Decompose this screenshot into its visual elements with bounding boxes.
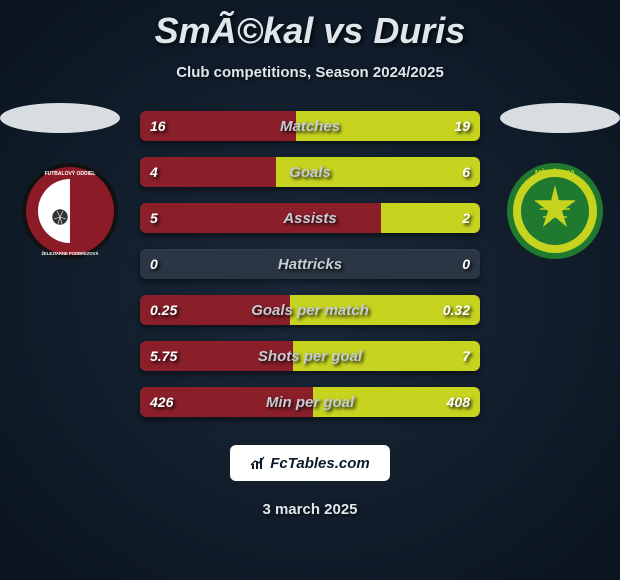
stat-bar: Assists5 2 <box>140 203 480 233</box>
stat-value-right: 7 <box>462 341 470 371</box>
team1-badge-text-top: FUTBALOVÝ ODDIEL <box>45 170 96 177</box>
team1-badge: FUTBALOVÝ ODDIEL ŽELEZIARNE PODBREZOVÁ <box>20 161 120 261</box>
stat-bar: Min per goal426 408 <box>140 387 480 417</box>
footer-brand-text: FcTables.com <box>270 455 369 472</box>
subtitle: Club competitions, Season 2024/2025 <box>0 64 620 81</box>
stat-value-right: 6 <box>462 157 470 187</box>
page-title: SmÃ©kal vs Duris <box>0 0 620 52</box>
comparison-panel: FUTBALOVÝ ODDIEL ŽELEZIARNE PODBREZOVÁ M… <box>0 111 620 417</box>
stat-value-left: 5 <box>150 203 158 233</box>
player1-head-silhouette <box>0 103 120 133</box>
stat-label: Goals <box>140 157 480 187</box>
stat-value-left: 426 <box>150 387 173 417</box>
team1-badge-text-bottom: ŽELEZIARNE PODBREZOVÁ <box>42 251 99 256</box>
team2-badge-text: MŠK ŽILINA <box>535 168 575 177</box>
stat-bar: Hattricks0 0 <box>140 249 480 279</box>
vs-text: vs <box>323 10 363 51</box>
stat-label: Shots per goal <box>140 341 480 371</box>
stat-value-left: 16 <box>150 111 166 141</box>
team2-badge: MŠK ŽILINA <box>505 161 605 261</box>
stat-bars: Matches16 19 Goals4 6 Assists5 2 Hattricks0 0 Go… <box>140 111 480 417</box>
stat-label: Goals per match <box>140 295 480 325</box>
player2-name: Duris <box>373 10 465 51</box>
stat-bar: Goals4 6 <box>140 157 480 187</box>
player2-head-silhouette <box>500 103 620 133</box>
stat-value-left: 0.25 <box>150 295 177 325</box>
stat-label: Assists <box>140 203 480 233</box>
chart-icon <box>250 455 266 471</box>
footer-brand: FcTables.com <box>230 445 390 481</box>
team2-badge-icon: MŠK ŽILINA <box>505 161 605 261</box>
team1-badge-icon: FUTBALOVÝ ODDIEL ŽELEZIARNE PODBREZOVÁ <box>20 161 120 261</box>
stat-value-right: 408 <box>447 387 470 417</box>
stat-value-left: 5.75 <box>150 341 177 371</box>
stat-label: Matches <box>140 111 480 141</box>
player1-name: SmÃ©kal <box>155 10 314 51</box>
stat-value-right: 2 <box>462 203 470 233</box>
date-text: 3 march 2025 <box>0 501 620 518</box>
stat-label: Min per goal <box>140 387 480 417</box>
stat-value-right: 19 <box>454 111 470 141</box>
stat-bar: Matches16 19 <box>140 111 480 141</box>
stat-bar: Goals per match0.25 0.32 <box>140 295 480 325</box>
stat-value-right: 0.32 <box>443 295 470 325</box>
stat-value-left: 4 <box>150 157 158 187</box>
stat-label: Hattricks <box>140 249 480 279</box>
stat-value-left: 0 <box>150 249 158 279</box>
stat-value-right: 0 <box>462 249 470 279</box>
stat-bar: Shots per goal5.75 7 <box>140 341 480 371</box>
